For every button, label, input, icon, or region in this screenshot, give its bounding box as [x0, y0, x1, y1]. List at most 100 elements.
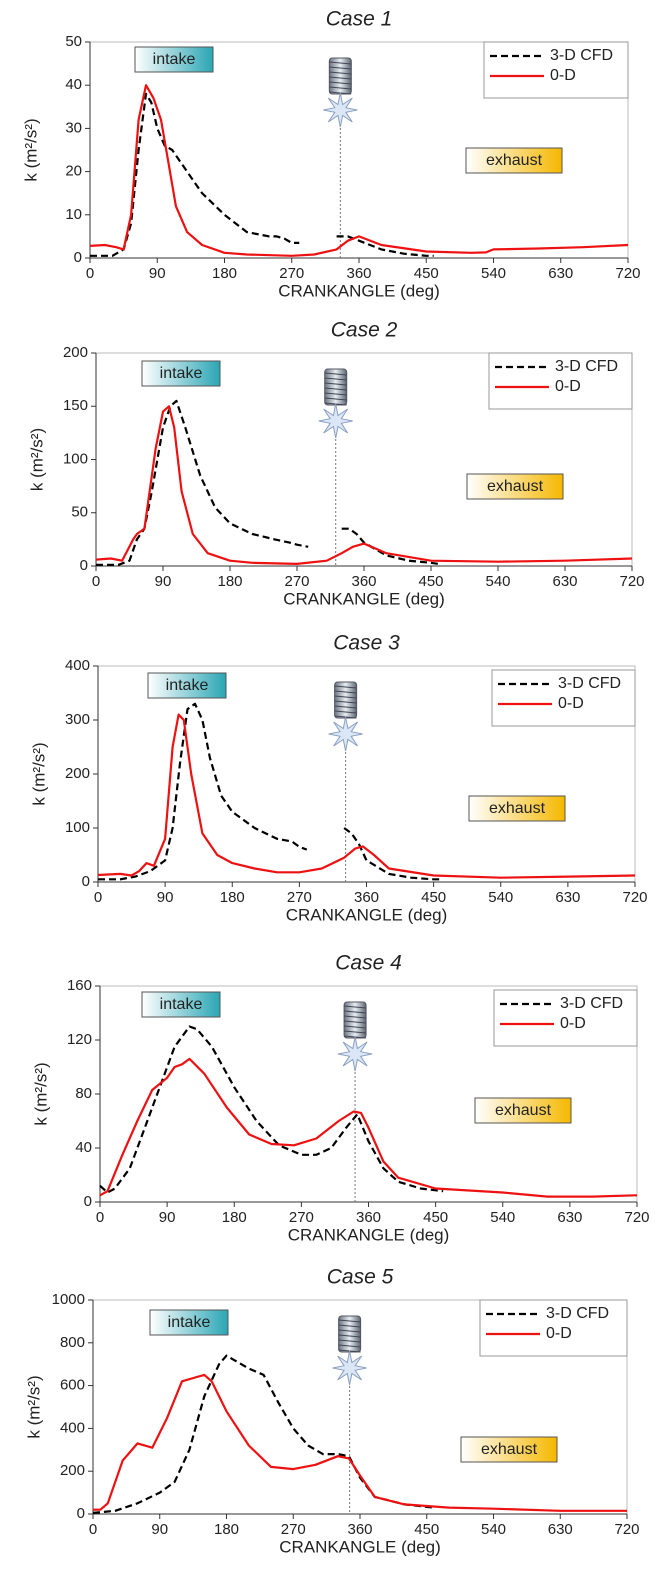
- plug-thread: [324, 392, 347, 396]
- intake-label: intake: [160, 996, 203, 1013]
- plug-thread: [338, 1344, 361, 1348]
- legend-box: [483, 41, 629, 99]
- chart-title: Case 4: [335, 952, 402, 975]
- y-tick-label: 30: [65, 119, 82, 136]
- y-tick-label: 1000: [52, 1291, 85, 1308]
- plug-thread: [344, 1005, 367, 1009]
- plug-thread: [344, 1030, 367, 1034]
- series-line: [89, 84, 629, 257]
- x-tick-label: 540: [488, 889, 513, 906]
- spark: [328, 716, 363, 752]
- x-tick-label: 450: [418, 573, 443, 590]
- plug-thread: [338, 1319, 361, 1323]
- x-tick-label: 360: [346, 265, 371, 282]
- x-tick-label: 0: [86, 265, 94, 282]
- y-tick-label: 120: [67, 1031, 92, 1048]
- intake-box: [141, 360, 221, 387]
- x-axis-label: CRANKANGLE (deg): [283, 589, 445, 608]
- y-tick-label: 200: [65, 765, 90, 782]
- y-tick-label: 100: [63, 450, 88, 467]
- x-tick-label: 180: [217, 573, 242, 590]
- legend-label: 0-D: [558, 695, 584, 712]
- plug-thread: [329, 71, 352, 75]
- intake-label: intake: [166, 677, 209, 694]
- legend-label: 3-D CFD: [555, 358, 618, 375]
- plug-thread: [334, 705, 357, 709]
- legend-label: 0-D: [546, 1325, 572, 1342]
- x-tick-label: 270: [281, 1521, 306, 1538]
- series-line: [99, 1057, 638, 1198]
- exhaust-label: exhaust: [486, 152, 543, 169]
- y-tick-label: 10: [65, 206, 82, 223]
- legend-box: [479, 1299, 628, 1357]
- x-tick-label: 270: [287, 889, 312, 906]
- x-tick-label: 0: [89, 1521, 97, 1538]
- legend-box: [491, 669, 636, 727]
- intake-box: [147, 672, 227, 699]
- spark-plug: [338, 1001, 373, 1072]
- exhaust-label: exhaust: [481, 1441, 538, 1458]
- plug-thread: [329, 76, 352, 80]
- y-tick-label: 300: [65, 711, 90, 728]
- x-tick-label: 630: [548, 1521, 573, 1538]
- intake-box: [134, 46, 214, 73]
- x-tick-label: 540: [481, 265, 506, 282]
- plug-thread: [324, 372, 347, 376]
- plug-thread: [324, 397, 347, 401]
- plug-thread: [329, 81, 352, 85]
- plug-thread: [334, 690, 357, 694]
- plug-thread: [344, 1010, 367, 1014]
- series-line: [98, 702, 308, 881]
- x-tick-label: 540: [485, 573, 510, 590]
- x-tick-label: 720: [624, 1209, 649, 1226]
- y-axis-label: k (m²/s²): [21, 118, 40, 181]
- x-tick-label: 90: [151, 1521, 168, 1538]
- legend-label: 0-D: [560, 1015, 586, 1032]
- x-tick-label: 90: [157, 889, 174, 906]
- y-tick-label: 400: [60, 1419, 85, 1436]
- plug-thread: [334, 685, 357, 689]
- plug-thread: [334, 695, 357, 699]
- intake-label: intake: [160, 365, 203, 382]
- x-tick-label: 90: [149, 265, 166, 282]
- legend-label: 0-D: [555, 378, 581, 395]
- plug-thread: [344, 1020, 367, 1024]
- spark: [338, 1036, 373, 1072]
- series-line: [90, 92, 300, 257]
- x-axis-label: CRANKANGLE (deg): [288, 1225, 450, 1244]
- y-tick-label: 0: [74, 249, 82, 266]
- exhaust-label: exhaust: [487, 478, 544, 495]
- spark: [332, 1350, 367, 1386]
- y-tick-label: 80: [75, 1085, 92, 1102]
- x-tick-label: 180: [222, 1209, 247, 1226]
- legend-box: [493, 989, 638, 1047]
- exhaust-label: exhaust: [495, 1102, 552, 1119]
- x-tick-label: 90: [159, 1209, 176, 1226]
- x-axis-label: CRANKANGLE (deg): [278, 281, 440, 300]
- plug-thread: [329, 86, 352, 90]
- y-tick-label: 200: [63, 344, 88, 361]
- x-tick-label: 360: [354, 889, 379, 906]
- exhaust-box: [474, 1097, 572, 1124]
- x-tick-label: 0: [94, 889, 102, 906]
- plug-thread: [338, 1339, 361, 1343]
- exhaust-box: [468, 795, 566, 822]
- intake-box: [149, 1309, 229, 1336]
- x-axis-label: CRANKANGLE (deg): [279, 1537, 441, 1556]
- chart-title: Case 2: [331, 319, 398, 342]
- x-tick-label: 630: [548, 265, 573, 282]
- chart-title: Case 1: [326, 8, 393, 31]
- legend-label: 3-D CFD: [550, 47, 613, 64]
- x-tick-label: 90: [155, 573, 172, 590]
- x-tick-label: 720: [614, 1521, 639, 1538]
- y-tick-label: 150: [63, 397, 88, 414]
- exhaust-box: [466, 473, 564, 500]
- x-tick-label: 180: [214, 1521, 239, 1538]
- x-tick-label: 270: [284, 573, 309, 590]
- y-tick-label: 20: [65, 163, 82, 180]
- plug-thread: [324, 382, 347, 386]
- plug-thread: [344, 1025, 367, 1029]
- intake-label: intake: [153, 51, 196, 68]
- x-tick-label: 720: [615, 265, 640, 282]
- y-tick-label: 0: [84, 1193, 92, 1210]
